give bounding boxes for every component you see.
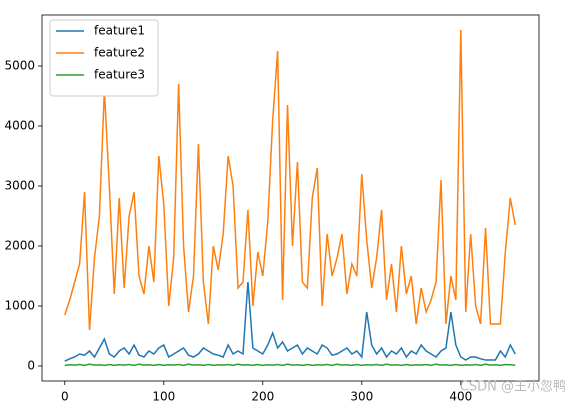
- y-tick-label: 4000: [4, 119, 35, 133]
- watermark: CSDN @王小忽鸭: [460, 380, 566, 395]
- y-tick-label: 5000: [4, 59, 35, 73]
- legend-label: feature1: [94, 24, 145, 38]
- series-line: [64, 281, 516, 362]
- x-tick-label: 300: [350, 390, 373, 404]
- legend-label: feature2: [94, 46, 145, 60]
- series-line: [64, 363, 516, 367]
- plot-area: [64, 29, 516, 367]
- y-tick-label: 2000: [4, 239, 35, 253]
- x-tick-label: 0: [61, 390, 69, 404]
- y-tick-label: 0: [27, 359, 35, 373]
- y-tick-label: 3000: [4, 179, 35, 193]
- series-line: [64, 29, 516, 331]
- legend-label: feature3: [94, 68, 145, 82]
- axes-frame: [41, 14, 540, 382]
- x-tick-label: 200: [251, 390, 274, 404]
- legend-box: [49, 19, 159, 97]
- x-tick-label: 100: [152, 390, 175, 404]
- y-tick-label: 1000: [4, 299, 35, 313]
- x-tick-label: 400: [449, 390, 472, 404]
